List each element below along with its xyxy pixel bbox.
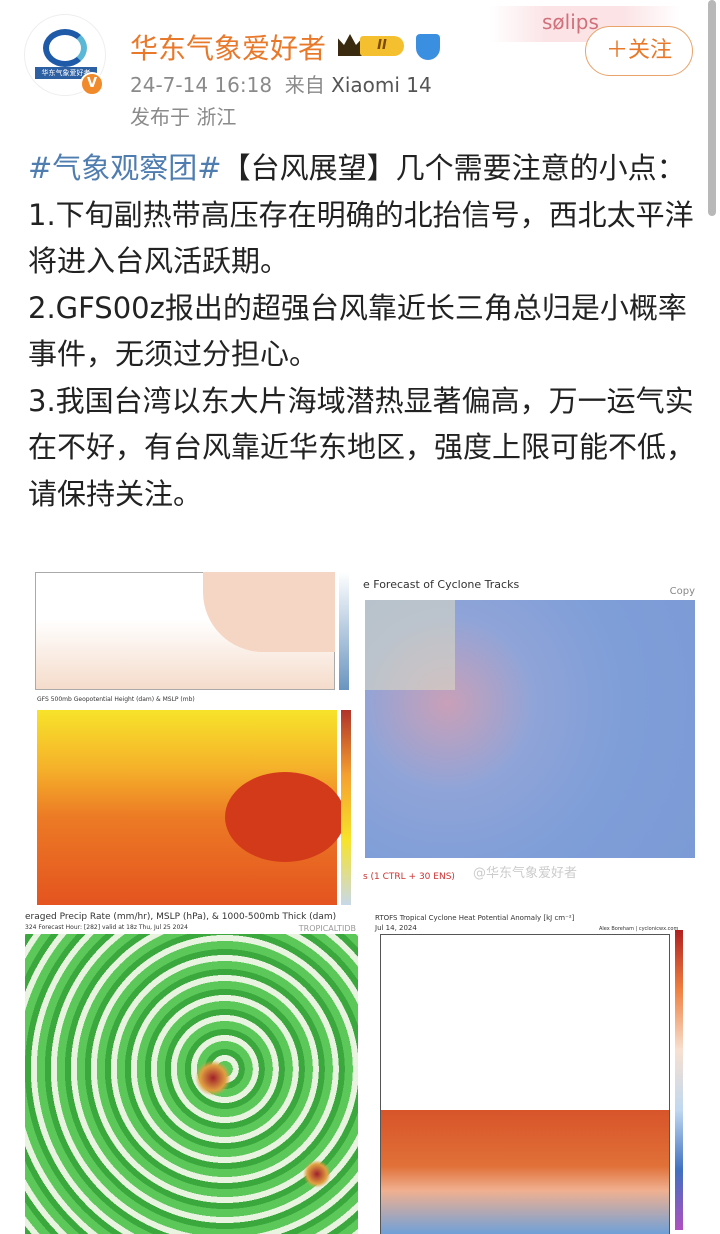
location: 发布于 浙江 — [130, 105, 237, 129]
post-line: 3.我国台湾以东大片海域潜热显著偏高，万一运气实在不好，有台风靠近华东地区，强度… — [28, 383, 696, 511]
timestamp: 24-7-14 16:18 — [130, 73, 273, 97]
post-image-heat-potential[interactable]: RTOFS Tropical Cyclone Heat Potential An… — [363, 910, 697, 1234]
post-text: #气象观察团#【台风展望】几个需要注意的小点： 1.下旬副热带高压存在明确的北抬… — [28, 145, 698, 517]
level-label: II — [360, 36, 404, 56]
colorbar — [341, 710, 351, 905]
image-title: RTOFS Tropical Cyclone Heat Potential An… — [375, 914, 575, 922]
typhoon-icon — [195, 1060, 231, 1096]
image-title: e Forecast of Cyclone Tracks — [363, 578, 520, 591]
hashtag-link[interactable]: #气象观察团# — [28, 151, 222, 185]
high-pressure-area — [225, 772, 345, 862]
post-meta: 24-7-14 16:18 来自 Xiaomi 14 — [130, 69, 432, 98]
verified-badge-icon: V — [80, 72, 104, 96]
colorbar — [339, 572, 349, 690]
scrollbar[interactable] — [708, 0, 716, 216]
typhoon-icon — [303, 1160, 331, 1188]
land-area — [365, 600, 455, 690]
decoration-text: sølips — [542, 10, 599, 34]
member-level-badge[interactable]: II — [338, 34, 408, 58]
image-date: Jul 14, 2024 — [375, 924, 417, 932]
avatar[interactable]: 华东气象爱好者 — [24, 14, 106, 96]
brand: TROPICALTIDB — [298, 924, 356, 933]
image-caption: GFS 500mb Geopotential Height (dam) & MS… — [37, 696, 195, 703]
copyright: Copy — [669, 586, 695, 597]
post-image-gfs-500mb[interactable]: GFS 500mb Geopotential Height (dam) & MS… — [35, 572, 358, 905]
post-image-cyclone-tracks[interactable]: e Forecast of Cyclone Tracks Copy s (1 C… — [363, 572, 697, 905]
source-prefix: 来自 — [284, 73, 325, 97]
post-line: 【台风展望】几个需要注意的小点： — [221, 151, 686, 185]
decoration-card: sølips — [490, 6, 680, 42]
watermark: @华东气象爱好者 — [473, 866, 578, 881]
anomaly-field — [381, 1110, 669, 1234]
cloud-logo-icon — [43, 29, 87, 67]
follow-button[interactable]: ＋关注 — [585, 26, 693, 76]
image-subtitle: 324 Forecast Hour: [282] valid at 18z Th… — [25, 924, 188, 931]
username[interactable]: 华东气象爱好者 — [130, 32, 327, 65]
precip-map — [25, 934, 358, 1234]
image-title: eraged Precip Rate (mm/hr), MSLP (hPa), … — [25, 912, 337, 922]
map-shade — [203, 572, 335, 652]
crown-icon — [338, 34, 362, 56]
shield-badge-icon[interactable] — [416, 34, 440, 60]
legend-text: s (1 CTRL + 30 ENS) — [363, 872, 455, 882]
source-device[interactable]: Xiaomi 14 — [331, 73, 432, 97]
image-credit: Alex Boreham | cyclonicwx.com — [599, 926, 679, 932]
post-line: 1.下旬副热带高压存在明确的北抬信号，西北太平洋将进入台风活跃期。 — [28, 197, 694, 279]
post-image-precip[interactable]: eraged Precip Rate (mm/hr), MSLP (hPa), … — [25, 910, 358, 1234]
post-line: 2.GFS00z报出的超强台风靠近长三角总归是小概率事件，无须过分担心。 — [28, 290, 687, 372]
colorbar — [675, 930, 683, 1230]
